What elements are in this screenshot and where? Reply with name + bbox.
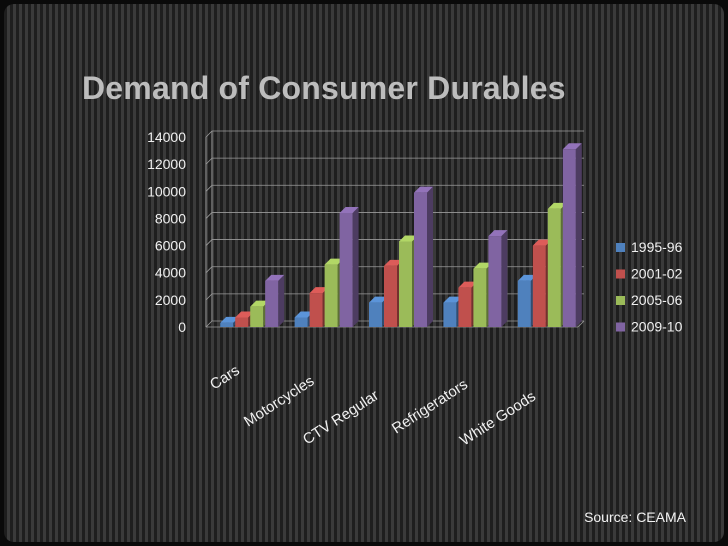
bar [265, 280, 279, 327]
gridline-side [205, 266, 213, 273]
bar-top [235, 311, 255, 318]
y-tick-label: 6000 [155, 238, 186, 254]
floor-edge [577, 320, 585, 328]
bar-top [220, 316, 240, 323]
legend-swatch [616, 243, 625, 252]
x-tick-label: CTV Regular [300, 387, 382, 448]
bar-top [532, 239, 552, 246]
bar [250, 306, 264, 327]
bar [443, 302, 457, 327]
bar [399, 241, 412, 327]
y-tick-label: 8000 [155, 210, 186, 226]
legend-label: 2001-02 [631, 266, 683, 282]
chart-title: Demand of Consumer Durables [82, 70, 566, 106]
gridline-side [205, 293, 213, 301]
gridline-side [205, 320, 213, 328]
bar [294, 317, 308, 327]
bar-side [427, 186, 433, 327]
legend-label: 1995-96 [631, 239, 683, 255]
bar [220, 322, 234, 327]
bar [369, 302, 382, 327]
bar-top [562, 143, 582, 150]
source-label: Source: CEAMA [584, 509, 686, 525]
gridline-side [205, 157, 213, 165]
bar-top [458, 281, 478, 288]
bar-side [575, 143, 582, 327]
gridline-side [205, 185, 213, 192]
legend-swatch [616, 296, 625, 305]
bar-top [473, 262, 493, 269]
bar-top [384, 259, 403, 266]
bar [532, 245, 546, 327]
bar-top [324, 258, 344, 265]
y-tick-label: 10000 [147, 183, 186, 199]
legend-label: 2005-06 [631, 292, 683, 308]
bar-side [501, 230, 508, 327]
y-tick-label: 2000 [155, 292, 186, 308]
bar-top [250, 300, 270, 307]
bar [339, 213, 353, 327]
bar-side [278, 274, 285, 327]
bar [473, 268, 487, 327]
gridline-side [205, 239, 213, 246]
bar-top [414, 186, 433, 193]
y-tick-label: 0 [178, 319, 186, 335]
bar-top [309, 287, 329, 294]
legend-swatch [616, 269, 625, 279]
bar-side [352, 207, 359, 327]
bar-top [399, 235, 418, 242]
x-tick-label: Refrigerators [389, 376, 471, 437]
bar [547, 208, 561, 327]
x-tick-label: White Goods [457, 388, 539, 449]
y-tick-label: 4000 [155, 265, 186, 281]
legend-swatch [616, 322, 625, 332]
bar-top [265, 274, 285, 281]
x-tick-label: Cars [207, 362, 243, 394]
bar [309, 293, 323, 327]
bar [562, 149, 576, 327]
bar [488, 236, 502, 327]
bar [235, 317, 249, 327]
y-tick-label: 14000 [147, 129, 186, 145]
legend-label: 2009-10 [631, 319, 683, 335]
bar-top [517, 274, 537, 281]
slide: Demand of Consumer Durables 14000 12000 10… [4, 4, 724, 542]
bar [324, 264, 338, 327]
gridline-side [205, 130, 213, 138]
bar-top [443, 296, 463, 303]
y-tick-label: 12000 [147, 156, 186, 172]
bar-top [488, 230, 508, 237]
chart: 14000 12000 10000 8000 6000 4000 2000 0 CarsMoto… [147, 129, 683, 449]
bar [414, 192, 427, 327]
bar [517, 280, 531, 327]
bar [384, 265, 397, 327]
bar-top [547, 202, 567, 209]
bar-top [369, 296, 388, 303]
gridline-side [205, 212, 213, 219]
bar-top [339, 207, 359, 213]
bar [458, 287, 472, 327]
bar-top [294, 311, 314, 318]
x-tick-label: Motorcycles [241, 373, 317, 431]
